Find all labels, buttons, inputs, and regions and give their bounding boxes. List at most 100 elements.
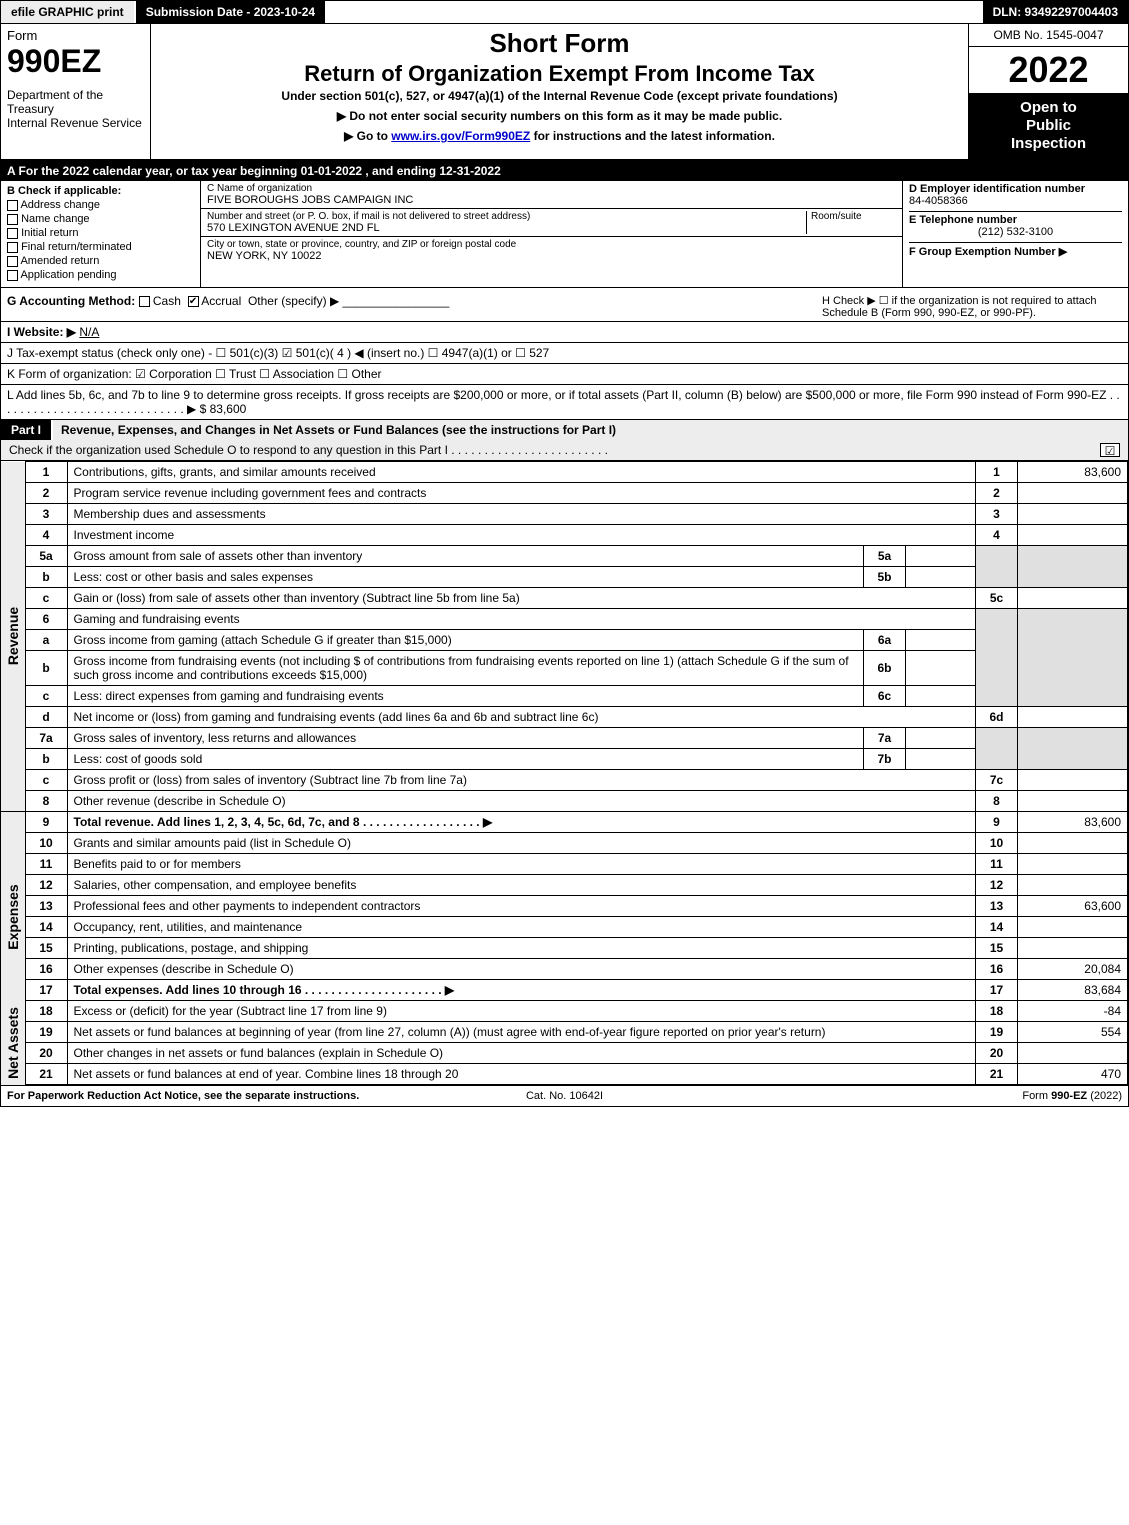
l12-r: 12 (976, 875, 1018, 896)
row-j: J Tax-exempt status (check only one) - ☐… (1, 342, 1128, 363)
l13-num: 13 (25, 896, 67, 917)
instr-goto: ▶ Go to www.irs.gov/Form990EZ for instru… (159, 129, 960, 143)
website-value: N/A (79, 325, 99, 339)
side-revenue: Revenue (1, 462, 25, 812)
l12-amt (1018, 875, 1128, 896)
l5c-num: c (25, 588, 67, 609)
l3-desc: Membership dues and assessments (67, 504, 976, 525)
l21-r: 21 (976, 1064, 1018, 1085)
side-netassets: Net Assets (1, 1001, 25, 1085)
l7c-desc: Gross profit or (loss) from sales of inv… (67, 770, 976, 791)
l5ab-shade-amt (1018, 546, 1128, 588)
l9-num: 9 (25, 812, 67, 833)
l11-desc: Benefits paid to or for members (67, 854, 976, 875)
chk-final-return[interactable]: Final return/terminated (7, 241, 194, 253)
chk-amended-return[interactable]: Amended return (7, 255, 194, 267)
ein-value: 84-4058366 (909, 195, 1122, 207)
schedo-text: Check if the organization used Schedule … (9, 443, 608, 457)
chk-application-pending[interactable]: Application pending (7, 269, 194, 281)
l20-desc: Other changes in net assets or fund bala… (67, 1043, 976, 1064)
efile-print-button[interactable]: efile GRAPHIC print (1, 1, 136, 23)
l3-amt (1018, 504, 1128, 525)
form-header: Form 990EZ Department of the Treasury In… (1, 24, 1128, 161)
chk-cash[interactable] (139, 296, 150, 307)
l5c-desc: Gain or (loss) from sale of assets other… (67, 588, 976, 609)
l17-amt: 83,684 (1018, 980, 1128, 1001)
l6-num: 6 (25, 609, 67, 630)
l20-amt (1018, 1043, 1128, 1064)
side-expenses: Expenses (1, 833, 25, 1001)
section-b-to-f: B Check if applicable: Address change Na… (1, 181, 1128, 288)
l20-num: 20 (25, 1043, 67, 1064)
l5ab-shade (976, 546, 1018, 588)
l6-shade (976, 609, 1018, 707)
l7ab-shade-amt (1018, 728, 1128, 770)
l4-amt (1018, 525, 1128, 546)
inspect-3: Inspection (973, 135, 1124, 153)
l14-num: 14 (25, 917, 67, 938)
l6d-r: 6d (976, 707, 1018, 728)
l6-shade-amt (1018, 609, 1128, 707)
chk-initial-return[interactable]: Initial return (7, 227, 194, 239)
l7b-num: b (25, 749, 67, 770)
chk-accrual[interactable]: ✔ (188, 296, 199, 307)
ein-label: D Employer identification number (909, 183, 1122, 195)
i-label: I Website: ▶ (7, 325, 76, 339)
city-value: NEW YORK, NY 10022 (207, 250, 896, 262)
l11-amt (1018, 854, 1128, 875)
cash-label: Cash (153, 294, 181, 308)
form-990ez-page: efile GRAPHIC print Submission Date - 20… (0, 0, 1129, 1107)
l17-desc: Total expenses. Add lines 10 through 16 … (67, 980, 976, 1001)
row-l: L Add lines 5b, 6c, and 7b to line 9 to … (1, 384, 1128, 420)
inspect-1: Open to (973, 99, 1124, 117)
g-label: G Accounting Method: (7, 294, 135, 308)
l16-num: 16 (25, 959, 67, 980)
l6b-desc: Gross income from fundraising events (no… (67, 651, 864, 686)
l15-num: 15 (25, 938, 67, 959)
l21-num: 21 (25, 1064, 67, 1085)
main-title: Return of Organization Exempt From Incom… (159, 61, 960, 87)
irs-link[interactable]: www.irs.gov/Form990EZ (391, 129, 530, 143)
submission-date-button[interactable]: Submission Date - 2023-10-24 (136, 1, 327, 23)
l10-amt (1018, 833, 1128, 854)
other-label: Other (specify) ▶ (248, 294, 339, 308)
chk-address-change[interactable]: Address change (7, 199, 194, 211)
l10-num: 10 (25, 833, 67, 854)
l6c-sa (906, 686, 976, 707)
l10-desc: Grants and similar amounts paid (list in… (67, 833, 976, 854)
l2-num: 2 (25, 483, 67, 504)
inspect-2: Public (973, 117, 1124, 135)
street-value: 570 LEXINGTON AVENUE 2ND FL (207, 222, 806, 234)
footer-left: For Paperwork Reduction Act Notice, see … (7, 1090, 379, 1102)
dln-label: DLN: 93492297004403 (983, 1, 1128, 23)
l8-desc: Other revenue (describe in Schedule O) (67, 791, 976, 812)
group-exemption-label: F Group Exemption Number ▶ (909, 245, 1122, 258)
l8-num: 8 (25, 791, 67, 812)
l1-num: 1 (25, 462, 67, 483)
schedo-checkbox[interactable]: ☑ (1100, 443, 1120, 457)
l2-desc: Program service revenue including govern… (67, 483, 976, 504)
l5b-num: b (25, 567, 67, 588)
chk-name-change[interactable]: Name change (7, 213, 194, 225)
schedule-o-check-row: Check if the organization used Schedule … (1, 440, 1128, 461)
l19-amt: 554 (1018, 1022, 1128, 1043)
city-cell: City or town, state or province, country… (201, 237, 902, 264)
l4-r: 4 (976, 525, 1018, 546)
l10-r: 10 (976, 833, 1018, 854)
l6b-num: b (25, 651, 67, 686)
l11-r: 11 (976, 854, 1018, 875)
l6c-num: c (25, 686, 67, 707)
l18-r: 18 (976, 1001, 1018, 1022)
l6c-sn: 6c (864, 686, 906, 707)
l14-r: 14 (976, 917, 1018, 938)
instr2-post: for instructions and the latest informat… (530, 129, 775, 143)
l6c-desc: Less: direct expenses from gaming and fu… (67, 686, 864, 707)
city-label: City or town, state or province, country… (207, 239, 896, 250)
l21-amt: 470 (1018, 1064, 1128, 1085)
l13-amt: 63,600 (1018, 896, 1128, 917)
l19-desc: Net assets or fund balances at beginning… (67, 1022, 976, 1043)
section-d-e-f: D Employer identification number 84-4058… (903, 181, 1128, 287)
open-public-inspection: Open to Public Inspection (969, 93, 1128, 159)
irs-label: Internal Revenue Service (7, 116, 144, 130)
section-b: B Check if applicable: Address change Na… (1, 181, 201, 287)
